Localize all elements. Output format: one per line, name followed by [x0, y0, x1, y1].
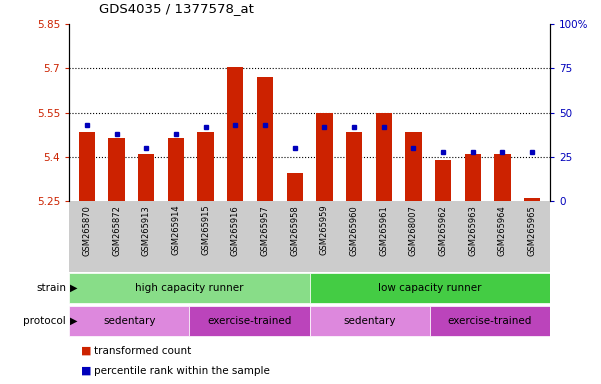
Text: GSM265914: GSM265914	[171, 205, 180, 255]
Text: ■: ■	[81, 366, 91, 376]
Text: ▶: ▶	[70, 316, 78, 326]
Text: GSM265870: GSM265870	[82, 205, 91, 256]
Text: exercise-trained: exercise-trained	[207, 316, 291, 326]
Text: ▶: ▶	[70, 283, 78, 293]
Text: GSM265958: GSM265958	[290, 205, 299, 255]
Text: protocol: protocol	[23, 316, 66, 326]
Bar	[69, 306, 189, 336]
Text: GSM265916: GSM265916	[231, 205, 240, 255]
Text: GSM265964: GSM265964	[498, 205, 507, 255]
Bar	[346, 132, 362, 201]
Text: GSM265961: GSM265961	[379, 205, 388, 255]
Bar	[138, 154, 154, 201]
Bar	[310, 306, 430, 336]
Text: strain: strain	[36, 283, 66, 293]
Bar	[316, 113, 332, 201]
Bar	[227, 67, 243, 201]
Bar	[257, 77, 273, 201]
Text: GSM265913: GSM265913	[142, 205, 151, 255]
Text: GSM265957: GSM265957	[260, 205, 269, 255]
Text: GSM265960: GSM265960	[350, 205, 359, 255]
Bar	[465, 154, 481, 201]
Bar	[69, 273, 310, 303]
Text: sedentary: sedentary	[103, 316, 156, 326]
Bar	[108, 138, 125, 201]
Text: exercise-trained: exercise-trained	[448, 316, 532, 326]
Bar	[310, 273, 550, 303]
Bar	[494, 154, 511, 201]
Text: GSM265965: GSM265965	[528, 205, 537, 255]
Bar	[524, 198, 540, 201]
Text: sedentary: sedentary	[343, 316, 396, 326]
Text: transformed count: transformed count	[94, 346, 192, 356]
Text: low capacity runner: low capacity runner	[378, 283, 481, 293]
Bar	[79, 132, 95, 201]
Bar	[168, 138, 184, 201]
Text: GSM265872: GSM265872	[112, 205, 121, 256]
Text: GDS4035 / 1377578_at: GDS4035 / 1377578_at	[99, 2, 254, 15]
Bar	[430, 306, 550, 336]
Bar	[405, 132, 421, 201]
Text: percentile rank within the sample: percentile rank within the sample	[94, 366, 270, 376]
Bar	[198, 132, 214, 201]
Text: GSM265963: GSM265963	[468, 205, 477, 256]
Text: ■: ■	[81, 346, 91, 356]
Text: GSM265915: GSM265915	[201, 205, 210, 255]
Text: GSM265962: GSM265962	[439, 205, 448, 255]
Bar	[189, 306, 310, 336]
Text: GSM265959: GSM265959	[320, 205, 329, 255]
Bar	[287, 173, 303, 201]
Text: GSM268007: GSM268007	[409, 205, 418, 256]
Bar	[376, 113, 392, 201]
Bar	[435, 160, 451, 201]
Text: high capacity runner: high capacity runner	[135, 283, 243, 293]
